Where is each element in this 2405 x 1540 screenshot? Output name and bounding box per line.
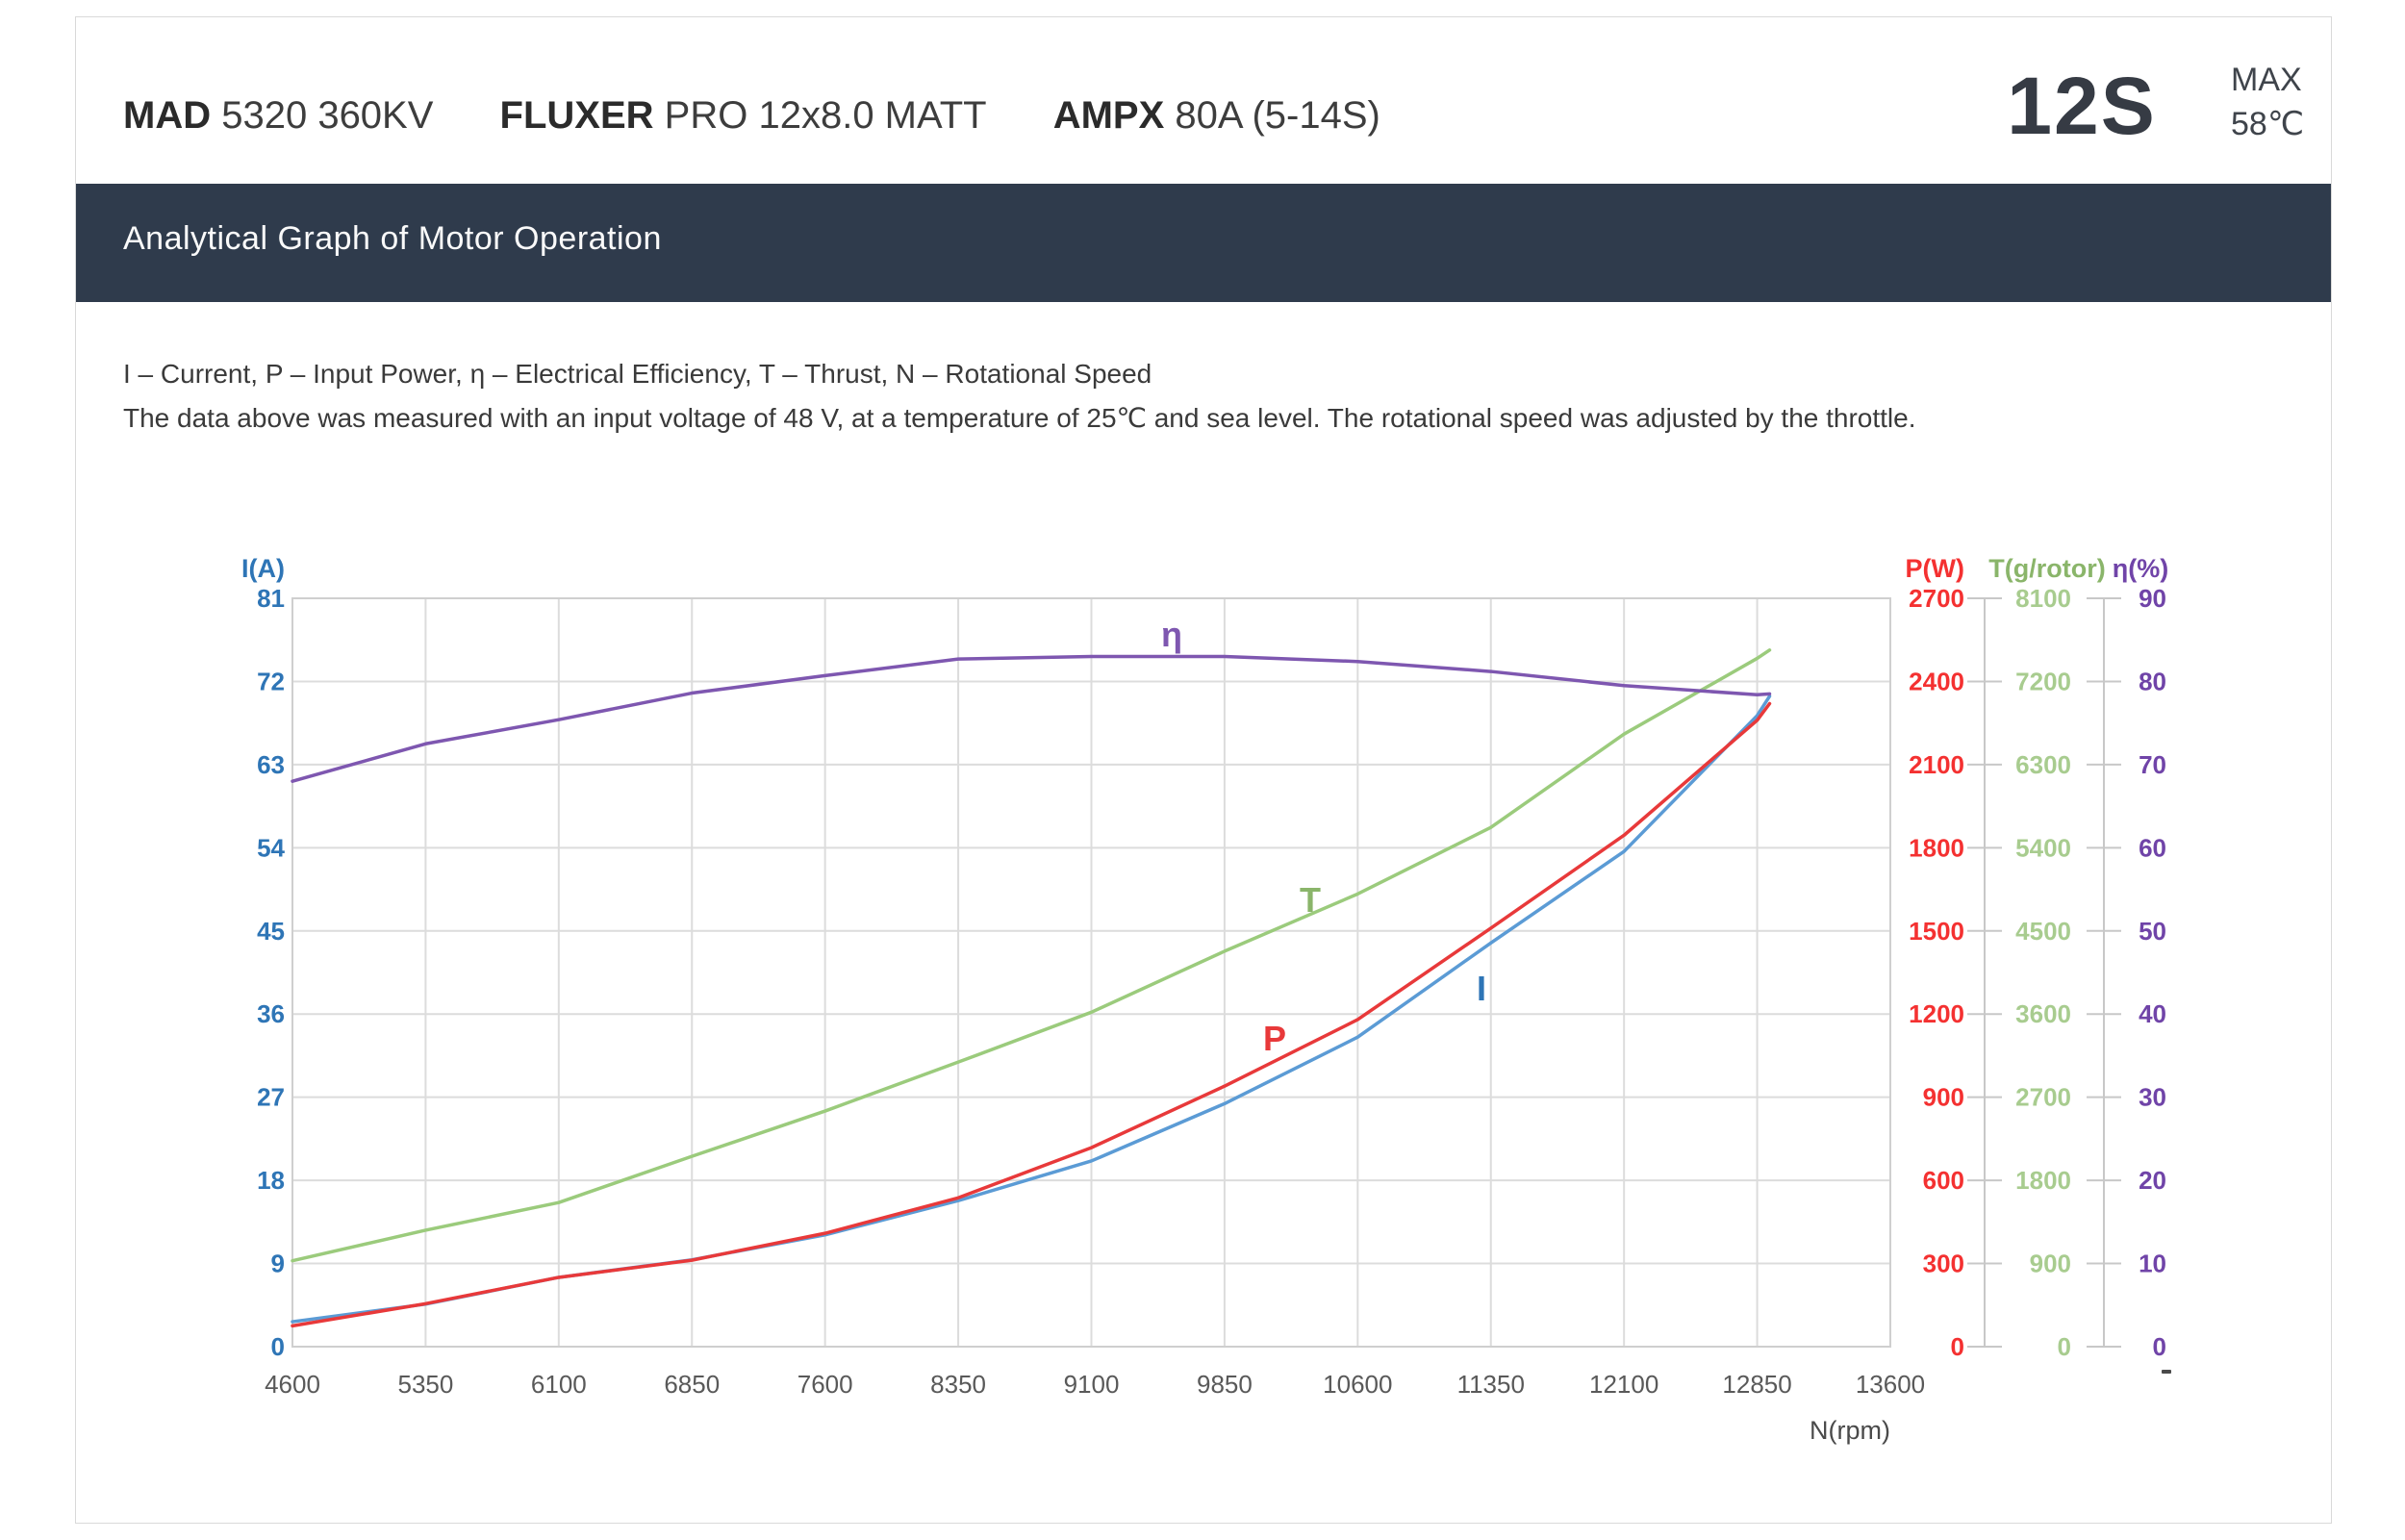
left-axis-title: I(A) [241, 554, 285, 583]
right-axis-tick: 2100 [1909, 750, 1964, 779]
right-axis-tick: 300 [1923, 1250, 1964, 1278]
right-axis-tick: 1200 [1909, 999, 1964, 1028]
note-line: The data above was measured with an inpu… [123, 403, 1916, 433]
curve-label-I: I [1477, 969, 1486, 1008]
left-axis-tick: 81 [257, 584, 285, 613]
battery-config: 12S [2007, 61, 2157, 151]
right-axis-tick: 4500 [2015, 917, 2071, 946]
legend-line: I – Current, P – Input Power, η – Electr… [123, 359, 1152, 389]
left-axis-tick: 18 [257, 1166, 285, 1195]
esc-model: 80A (5-14S) [1175, 94, 1380, 137]
right-axis-tick: 7200 [2015, 667, 2071, 695]
right-axis-tick: 3600 [2015, 999, 2071, 1028]
right-axis-tick: 90 [2139, 584, 2166, 613]
x-axis-tick: 13600 [1856, 1370, 1925, 1399]
right-axis-tick: 0 [2058, 1332, 2071, 1361]
left-axis-tick: 63 [257, 750, 285, 779]
prop-model: PRO 12x8.0 MATT [664, 94, 987, 137]
max-temp-block: MAX 58℃ [2231, 58, 2304, 146]
left-axis-tick: 36 [257, 999, 285, 1028]
x-axis-tick: 4600 [265, 1370, 320, 1399]
right-axis-tick: 50 [2139, 917, 2166, 946]
x-axis-tick: 9100 [1064, 1370, 1120, 1399]
right-axis-tick: 8100 [2015, 584, 2071, 613]
motor-brand: MAD [123, 94, 212, 137]
x-axis-tick: 12100 [1589, 1370, 1658, 1399]
right-axis-tick: 0 [2153, 1332, 2166, 1361]
right-axis-tick: 10 [2139, 1250, 2166, 1278]
right-axis-tick: 1800 [1909, 833, 1964, 862]
esc-brand: AMPX [1052, 94, 1165, 137]
right-axis-tick: 60 [2139, 833, 2166, 862]
right-axis-tick: 5400 [2015, 833, 2071, 862]
right-axis-tick: 1800 [2015, 1166, 2071, 1195]
motor-name: MAD 5320 360KV [123, 87, 433, 144]
x-axis-tick: 9850 [1197, 1370, 1253, 1399]
max-label: MAX [2231, 62, 2302, 98]
curve-label-P: P [1263, 1019, 1286, 1058]
right-axis-title: T(g/rotor) [1988, 554, 2105, 583]
stray-dash-mark [2162, 1370, 2171, 1374]
right-axis-tick: 2400 [1909, 667, 1964, 695]
right-axis-tick: 40 [2139, 999, 2166, 1028]
esc-name: AMPX 80A (5-14S) [1053, 87, 1380, 144]
x-axis-tick: 12850 [1722, 1370, 1791, 1399]
left-axis-tick: 0 [271, 1332, 285, 1361]
right-axis-tick: 70 [2139, 750, 2166, 779]
left-axis-tick: 27 [257, 1083, 285, 1112]
section-title-bar: Analytical Graph of Motor Operation [76, 184, 2331, 302]
right-axis-tick: 80 [2139, 667, 2166, 695]
x-axis-title: N(rpm) [1810, 1416, 1890, 1445]
series-input-power-curve [291, 701, 1772, 1328]
right-axis-tick: 0 [1951, 1332, 1964, 1361]
right-axis-tick: 900 [2030, 1250, 2071, 1278]
curve-label-η: η [1161, 615, 1182, 654]
right-axis-title: η(%) [2113, 554, 2168, 583]
x-axis-tick: 6850 [664, 1370, 720, 1399]
right-axis-tick: 20 [2139, 1166, 2166, 1195]
left-axis-tick: 45 [257, 917, 285, 946]
series-thrust-curve [291, 648, 1772, 1263]
propeller-name: FLUXER PRO 12x8.0 MATT [500, 87, 987, 144]
left-axis-tick: 54 [257, 833, 285, 862]
right-axis-tick: 600 [1923, 1166, 1964, 1195]
series-current-curve [291, 694, 1772, 1324]
right-axis-tick: 2700 [1909, 584, 1964, 613]
prop-brand: FLUXER [499, 94, 654, 137]
x-axis-tick: 8350 [930, 1370, 986, 1399]
right-axis-tick: 30 [2139, 1083, 2166, 1112]
right-axis-tick: 2700 [2015, 1083, 2071, 1112]
x-axis-tick: 7600 [797, 1370, 853, 1399]
left-axis-tick: 9 [271, 1250, 285, 1278]
motor-model: 5320 360KV [221, 94, 434, 137]
right-axis-tick: 1500 [1909, 917, 1964, 946]
series-electrical-efficiency-curve [291, 654, 1772, 783]
equipment-header: MAD 5320 360KV FLUXER PRO 12x8.0 MATT AM… [123, 87, 1436, 144]
section-title: Analytical Graph of Motor Operation [123, 220, 662, 257]
plot-frame [291, 597, 1891, 1348]
curve-label-T: T [1300, 880, 1321, 920]
x-axis-tick: 11350 [1457, 1370, 1525, 1399]
right-axis-tick: 900 [1923, 1083, 1964, 1112]
right-axis-title: P(W) [1906, 554, 1964, 583]
report-card: MAD 5320 360KV FLUXER PRO 12x8.0 MATT AM… [75, 16, 2332, 1524]
x-axis-tick: 5350 [397, 1370, 453, 1399]
left-axis-tick: 72 [257, 667, 285, 695]
right-axis-tick: 6300 [2015, 750, 2071, 779]
x-axis-tick: 6100 [531, 1370, 587, 1399]
x-axis-tick: 10600 [1323, 1370, 1392, 1399]
max-temp-value: 58℃ [2231, 106, 2305, 142]
